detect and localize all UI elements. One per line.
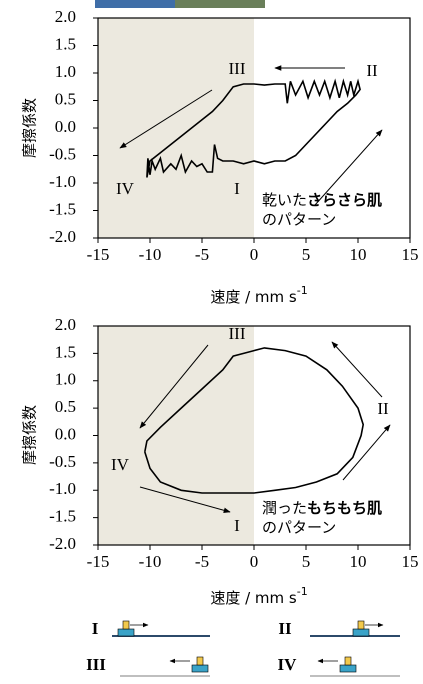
- y-tick-label: -0.5: [49, 452, 76, 471]
- x-tick-label: -15: [87, 245, 110, 264]
- sled: [192, 665, 208, 672]
- x-tick-label: 15: [402, 245, 419, 264]
- annotation: IV: [111, 455, 130, 474]
- x-tick-label: 10: [350, 552, 367, 571]
- motion-label: III: [86, 655, 106, 674]
- x-axis-label: 速度 / mm s-1: [210, 284, 307, 306]
- y-tick-label: 0.0: [55, 117, 76, 136]
- x-tick-label: 10: [350, 245, 367, 264]
- y-tick-label: 2.0: [55, 7, 76, 26]
- y-tick-label: 1.0: [55, 370, 76, 389]
- y-axis-label: 摩擦係数: [21, 405, 39, 465]
- note-text: 乾いた: [262, 191, 307, 209]
- annotation: II: [377, 399, 389, 418]
- x-axis-label-sup: -1: [297, 284, 308, 297]
- y-axis-label: 摩擦係数: [21, 98, 39, 158]
- note: 乾いたさらさら肌: [262, 191, 382, 209]
- annotation: I: [234, 516, 240, 535]
- note-bold: さらさら肌: [307, 191, 382, 209]
- annotation: III: [229, 324, 246, 343]
- y-tick-label: -2.0: [49, 227, 76, 246]
- annotation: III: [229, 59, 246, 78]
- y-tick-label: 2.0: [55, 315, 76, 334]
- y-tick-label: -2.0: [49, 534, 76, 553]
- motion-label: II: [278, 619, 292, 638]
- y-tick-label: -1.0: [49, 172, 76, 191]
- x-tick-label: -5: [195, 245, 209, 264]
- motion-label: I: [92, 619, 99, 638]
- y-tick-label: 0.0: [55, 424, 76, 443]
- annotation: II: [366, 61, 378, 80]
- annotation: IV: [116, 179, 135, 198]
- y-tick-label: 0.5: [55, 397, 76, 416]
- note-text: 潤った: [262, 499, 307, 517]
- y-tick-label: -1.0: [49, 479, 76, 498]
- y-tick-label: 1.5: [55, 34, 76, 53]
- note: のパターン: [262, 211, 336, 229]
- y-tick-label: 1.5: [55, 342, 76, 361]
- x-tick-label: -15: [87, 552, 110, 571]
- y-tick-label: -0.5: [49, 144, 76, 163]
- x-tick-label: -10: [139, 552, 162, 571]
- x-tick-label: 5: [302, 245, 311, 264]
- x-tick-label: 15: [402, 552, 419, 571]
- sled-top: [345, 657, 351, 665]
- sled: [118, 629, 134, 636]
- note-bold: もちもち肌: [307, 499, 382, 517]
- sled-top: [358, 621, 364, 629]
- x-tick-label: 0: [250, 552, 259, 571]
- photo-strip: [95, 0, 175, 8]
- shaded-region: [98, 18, 254, 238]
- x-axis-label-text: 速度 / mm s: [210, 589, 297, 607]
- note: 潤ったもちもち肌: [262, 499, 382, 517]
- y-tick-label: -1.5: [49, 507, 76, 526]
- y-tick-label: 0.5: [55, 89, 76, 108]
- figure: 2.01.51.00.50.0-0.5-1.0-1.5-2.0-15-10-50…: [0, 0, 423, 684]
- y-tick-label: -1.5: [49, 199, 76, 218]
- sled-top: [123, 621, 129, 629]
- sled: [340, 665, 356, 672]
- arrow: [343, 425, 390, 480]
- x-tick-label: -10: [139, 245, 162, 264]
- y-tick-label: 1.0: [55, 62, 76, 81]
- x-tick-label: 5: [302, 552, 311, 571]
- note: のパターン: [262, 519, 336, 537]
- sled-top: [197, 657, 203, 665]
- arrow: [332, 342, 382, 397]
- sled: [353, 629, 369, 636]
- motion-label: IV: [278, 655, 298, 674]
- x-axis-label: 速度 / mm s-1: [210, 585, 307, 607]
- x-tick-label: 0: [250, 245, 259, 264]
- annotation: I: [234, 179, 240, 198]
- x-tick-label: -5: [195, 552, 209, 571]
- x-axis-label-sup: -1: [297, 585, 308, 598]
- x-axis-label-text: 速度 / mm s: [210, 288, 297, 306]
